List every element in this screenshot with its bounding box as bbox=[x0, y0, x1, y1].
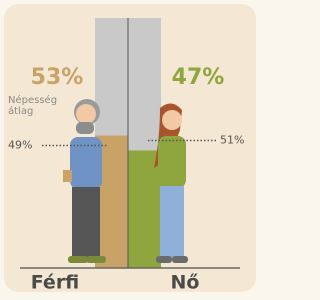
reference-title: átlag bbox=[8, 105, 33, 117]
man-cup bbox=[63, 170, 72, 182]
man-trousers bbox=[72, 187, 100, 257]
man-shoe bbox=[68, 256, 88, 263]
value-label: 53% bbox=[31, 65, 84, 90]
category-label: Férfi bbox=[31, 272, 80, 294]
category-label: Nő bbox=[171, 272, 200, 294]
value-label: 47% bbox=[172, 65, 225, 90]
woman-shoe bbox=[156, 256, 172, 263]
man-head bbox=[76, 104, 96, 124]
woman-jeans bbox=[160, 186, 184, 258]
woman-shoe bbox=[172, 256, 188, 263]
woman-shirt bbox=[158, 136, 186, 188]
bar bbox=[128, 151, 161, 269]
man-beard bbox=[76, 122, 94, 134]
woman-head bbox=[162, 110, 182, 130]
man-shoe bbox=[86, 256, 106, 263]
reference-label: 51% bbox=[220, 134, 244, 147]
reference-label: 49% bbox=[8, 139, 32, 152]
reference-title: Népesség bbox=[8, 94, 57, 106]
